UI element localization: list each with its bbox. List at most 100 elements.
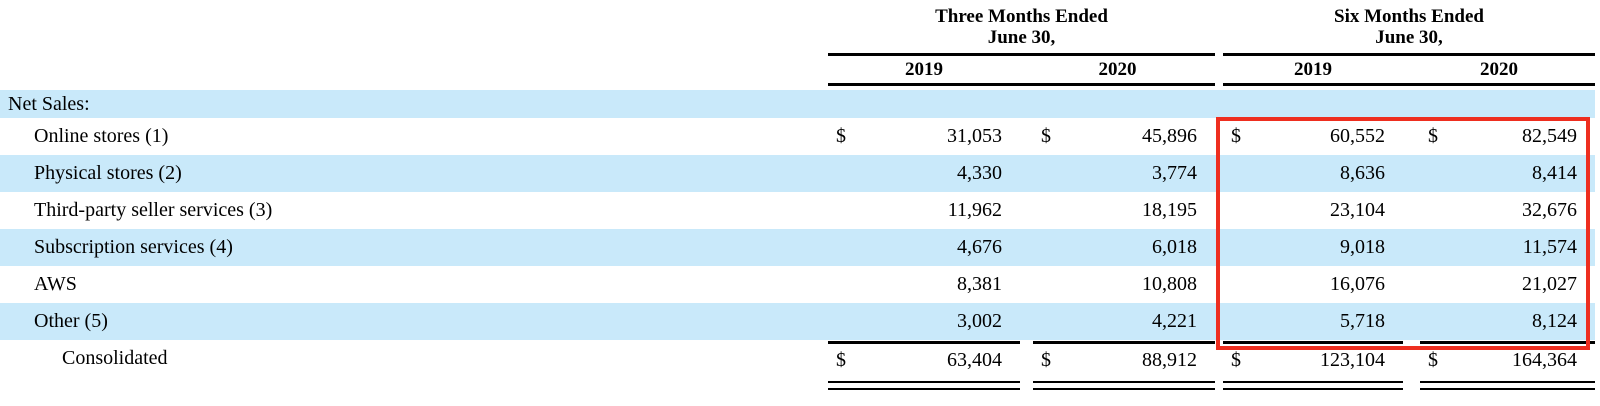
cell-tme-2019: 8,381 xyxy=(828,266,1020,303)
table-header: Three Months Ended June 30, Six Months E… xyxy=(0,0,1595,56)
cell-tme-2020: 4,221 xyxy=(1033,303,1215,340)
cell-value: 8,636 xyxy=(1340,162,1385,184)
column-gap xyxy=(1215,90,1223,118)
total-label: Consolidated xyxy=(62,347,168,369)
cell-sme-2019: 8,636 xyxy=(1223,155,1403,192)
total-double-rule-row xyxy=(0,381,1595,390)
table-row-consolidated: Consolidated $63,404 $88,912 $123,104 $1… xyxy=(0,340,1595,377)
cell-value: 5,718 xyxy=(1340,310,1385,332)
group-title-line2: June 30, xyxy=(1375,27,1443,48)
row-label: Online stores (1) xyxy=(34,125,169,147)
column-gap xyxy=(1215,303,1223,340)
column-gap xyxy=(1403,381,1420,390)
currency-symbol: $ xyxy=(836,348,846,371)
year-header: 2020 xyxy=(1098,58,1137,80)
cell-value: 4,676 xyxy=(957,236,1002,258)
column-group-three-months: Three Months Ended June 30, xyxy=(828,6,1215,56)
cell-tme-2019: 4,330 xyxy=(828,155,1020,192)
cell-value: 31,053 xyxy=(947,125,1002,147)
cell-value: 11,962 xyxy=(947,199,1002,221)
cell-sme-2020: $82,549 xyxy=(1420,118,1595,155)
year-header: 2019 xyxy=(905,58,943,80)
group-title-line2: June 30, xyxy=(987,27,1056,48)
double-rule xyxy=(828,381,1020,390)
year-label-spacer xyxy=(0,56,828,86)
cell-tme-2019: $31,053 xyxy=(828,118,1020,155)
column-gap xyxy=(1020,118,1033,155)
column-gap xyxy=(1020,340,1033,377)
column-gap xyxy=(1215,340,1223,377)
group-title-line1: Three Months Ended xyxy=(935,6,1108,27)
cell-tme-2019: 3,002 xyxy=(828,303,1020,340)
cell-sme-2020: 32,676 xyxy=(1420,192,1595,229)
currency-symbol: $ xyxy=(1041,348,1051,371)
cell-value: 4,330 xyxy=(957,162,1002,184)
cell-value: 21,027 xyxy=(1522,273,1577,295)
cell-value: 32,676 xyxy=(1522,199,1577,221)
currency-symbol: $ xyxy=(836,125,846,147)
row-label: Third-party seller services (3) xyxy=(34,199,273,221)
column-gap xyxy=(1020,192,1033,229)
cell-value: 3,774 xyxy=(1152,162,1197,184)
cell-tme-2020: 6,018 xyxy=(1033,229,1215,266)
total-cell-sme-2019: $123,104 xyxy=(1223,340,1403,377)
row-label: Physical stores (2) xyxy=(34,162,182,184)
column-gap xyxy=(1215,266,1223,303)
years-six-months: 2019 2020 xyxy=(1223,56,1595,86)
cell-value: 82,549 xyxy=(1522,125,1577,147)
cell-value: 16,076 xyxy=(1330,273,1385,295)
group-title-line1: Six Months Ended xyxy=(1334,6,1484,27)
cell-value: 8,124 xyxy=(1532,310,1577,332)
cell-value: 164,364 xyxy=(1512,348,1577,371)
table-row-other: Other (5) 3,002 4,221 5,718 8,124 xyxy=(0,303,1595,340)
year-header: 2020 xyxy=(1480,58,1518,80)
table-row-physical-stores: Physical stores (2) 4,330 3,774 8,636 8,… xyxy=(0,155,1595,192)
cell-tme-2020: 10,808 xyxy=(1033,266,1215,303)
cell-value: 18,195 xyxy=(1142,199,1197,221)
column-gap xyxy=(1020,90,1033,118)
currency-symbol: $ xyxy=(1041,125,1051,147)
column-gap xyxy=(1215,155,1223,192)
cell-sme-2020: 8,124 xyxy=(1420,303,1595,340)
currency-symbol: $ xyxy=(1428,125,1438,147)
group-title-three-months: Three Months Ended June 30, xyxy=(828,6,1215,56)
total-cell-tme-2020: $88,912 xyxy=(1033,340,1215,377)
cell-value: 6,018 xyxy=(1152,236,1197,258)
table-row-aws: AWS 8,381 10,808 16,076 21,027 xyxy=(0,266,1595,303)
column-gap xyxy=(1215,192,1223,229)
cell-tme-2020: 3,774 xyxy=(1033,155,1215,192)
cell-sme-2019: 5,718 xyxy=(1223,303,1403,340)
double-rule xyxy=(1033,381,1215,390)
cell-sme-2020: 8,414 xyxy=(1420,155,1595,192)
currency-symbol: $ xyxy=(1231,125,1241,147)
column-gap xyxy=(1020,303,1033,340)
table-row-subscription: Subscription services (4) 4,676 6,018 9,… xyxy=(0,229,1595,266)
row-label: Subscription services (4) xyxy=(34,236,233,258)
table-row-online-stores: Online stores (1) $31,053 $45,896 $60,55… xyxy=(0,118,1595,155)
group-title-six-months: Six Months Ended June 30, xyxy=(1223,6,1595,56)
cell-value: 3,002 xyxy=(957,310,1002,332)
years-three-months: 2019 2020 xyxy=(828,56,1215,86)
cell-value: 9,018 xyxy=(1340,236,1385,258)
cell-sme-2019: $60,552 xyxy=(1223,118,1403,155)
cell-value: 4,221 xyxy=(1152,310,1197,332)
column-gap xyxy=(1020,266,1033,303)
cell-value: 23,104 xyxy=(1330,199,1385,221)
cell-value: 8,414 xyxy=(1532,162,1577,184)
total-cell-tme-2019: $63,404 xyxy=(828,340,1020,377)
column-group-six-months: Six Months Ended June 30, xyxy=(1223,6,1595,56)
cell-value: 123,104 xyxy=(1320,348,1385,371)
cell-tme-2019: 4,676 xyxy=(828,229,1020,266)
cell-value: 63,404 xyxy=(947,348,1002,371)
currency-symbol: $ xyxy=(1231,348,1241,371)
cell-value: 11,574 xyxy=(1522,236,1577,258)
cell-sme-2019: 23,104 xyxy=(1223,192,1403,229)
year-header-row: 2019 2020 2019 2020 xyxy=(0,56,1595,86)
table-row-net-sales: Net Sales: xyxy=(0,90,1595,118)
cell-tme-2019: 11,962 xyxy=(828,192,1020,229)
year-header: 2019 xyxy=(1294,58,1332,80)
double-rule xyxy=(1420,381,1595,390)
cell-value: 45,896 xyxy=(1142,125,1197,147)
row-label: Other (5) xyxy=(34,310,108,332)
